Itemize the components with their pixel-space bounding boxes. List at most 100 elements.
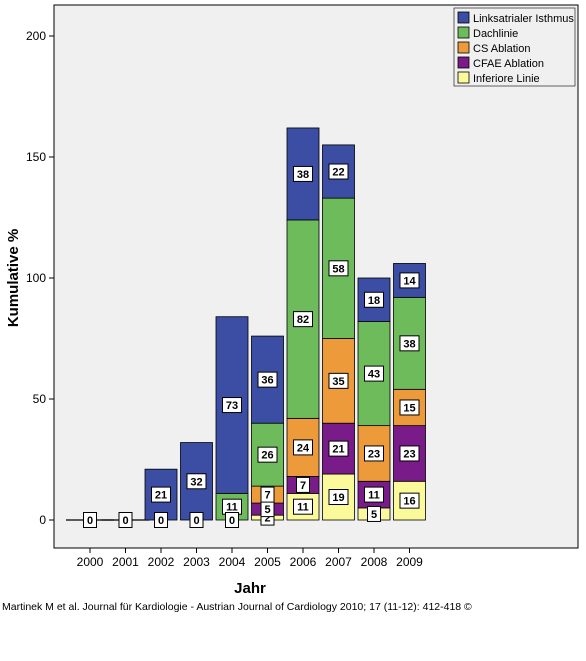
data-label-box	[296, 476, 310, 493]
data-label: 38	[403, 338, 415, 350]
data-label-box	[364, 365, 384, 382]
data-label: 23	[368, 448, 380, 460]
x-tick-label: 2009	[396, 555, 423, 569]
x-tick-label: 2000	[77, 555, 104, 569]
x-tick-label: 2006	[290, 555, 317, 569]
data-label-box	[364, 291, 384, 308]
baseline-label-box	[83, 512, 97, 528]
legend-entry: Inferiore Linie	[473, 73, 540, 85]
baseline-label: 0	[122, 515, 128, 527]
data-label-box	[186, 473, 207, 490]
x-tick-label: 2001	[112, 555, 139, 569]
data-label-box	[328, 489, 349, 506]
x-tick-label: 2005	[254, 555, 281, 569]
data-label-box	[222, 397, 242, 414]
data-label: 22	[332, 167, 344, 179]
data-label-box	[399, 492, 420, 509]
y-tick-label: 0	[39, 513, 46, 527]
data-label-box	[328, 372, 349, 389]
chart: 0000210320117302572636117248238192135582…	[5, 4, 579, 597]
data-label-box	[399, 272, 420, 289]
y-axis: 0 50 100 150 200	[26, 29, 54, 527]
data-label: 11	[368, 490, 380, 502]
data-label: 21	[332, 444, 344, 456]
x-tick-label: 2002	[148, 555, 175, 569]
data-label: 7	[300, 480, 306, 492]
data-label: 43	[368, 369, 380, 381]
y-tick-label: 200	[26, 29, 46, 43]
data-label: 19	[332, 492, 344, 504]
data-label: 36	[261, 375, 273, 387]
data-label-box	[260, 486, 275, 503]
data-label: 11	[297, 502, 309, 514]
y-tick-label: 100	[26, 271, 46, 285]
baseline-label: 0	[229, 515, 235, 527]
data-label-box	[293, 498, 313, 515]
data-label: 35	[332, 376, 344, 388]
legend-box	[453, 7, 576, 87]
data-label: 21	[155, 490, 167, 502]
x-tick-label: 2007	[325, 555, 352, 569]
y-tick-label: 150	[26, 150, 46, 164]
data-label-box	[367, 505, 381, 522]
legend-swatch	[457, 41, 470, 54]
x-tick-label: 2004	[219, 555, 246, 569]
data-label: 82	[297, 314, 309, 326]
data-label-box	[399, 445, 420, 462]
data-label-box	[328, 260, 349, 277]
data-label: 5	[371, 509, 377, 521]
legend-entry: Linksatrialer Isthmus	[473, 13, 574, 25]
data-label: 24	[297, 442, 310, 454]
baseline-label-box	[118, 512, 133, 528]
data-label: 58	[332, 263, 344, 275]
legend-swatch	[457, 26, 470, 39]
baseline-label: 0	[158, 515, 164, 527]
data-label: 7	[264, 490, 270, 502]
data-label: 26	[261, 450, 273, 462]
data-label: 16	[403, 496, 415, 508]
data-label-box	[328, 440, 349, 457]
data-label-box	[364, 486, 384, 503]
y-tick-label: 50	[33, 392, 47, 406]
x-axis-title: Jahr	[234, 580, 266, 597]
data-label-box	[293, 165, 313, 182]
baseline-label: 0	[87, 515, 93, 527]
baseline-label: 0	[193, 515, 199, 527]
data-label: 18	[368, 295, 380, 307]
legend: Linksatrialer Isthmus Dachlinie CS Ablatio…	[453, 7, 576, 87]
data-label-box	[151, 486, 171, 503]
data-label-box	[364, 445, 384, 462]
x-tick-label: 2003	[183, 555, 210, 569]
legend-swatch	[457, 11, 470, 24]
baseline-label-box	[154, 512, 168, 528]
data-label-box	[328, 163, 349, 180]
data-label: 23	[403, 448, 415, 460]
data-labels-layer: 0000210320117302572636117248238192135582…	[83, 163, 420, 528]
legend-swatch	[457, 56, 470, 69]
data-label-box	[293, 311, 313, 328]
data-label: 5	[264, 504, 270, 516]
data-label: 14	[403, 275, 416, 287]
data-label: 73	[226, 400, 238, 412]
data-label: 32	[190, 476, 202, 488]
data-label: 15	[403, 402, 415, 414]
bar-segment	[393, 296, 426, 390]
legend-entry: CFAE Ablation	[473, 58, 544, 70]
data-label: 2	[264, 513, 270, 525]
legend-entry: CS Ablation	[473, 43, 530, 55]
legend-entry: Dachlinie	[473, 28, 518, 40]
data-label-box	[399, 335, 420, 352]
x-axis: 2000 2001 2002 2003 2004 2005 2006 2007 2008 2009	[77, 548, 423, 569]
legend-swatch	[457, 71, 470, 84]
baseline-label-box	[225, 512, 239, 528]
data-label: 11	[226, 502, 238, 514]
bars-layer	[66, 127, 426, 521]
data-label: 38	[297, 169, 309, 181]
baseline-label-box	[189, 512, 204, 528]
data-label-box	[399, 399, 420, 416]
citation-footer: Martinek M et al. Journal für Kardiologi…	[2, 601, 472, 613]
data-label-box	[257, 371, 278, 388]
data-label-box	[293, 439, 313, 456]
y-axis-title: Kumulative %	[5, 229, 22, 327]
data-label-box	[257, 446, 278, 463]
